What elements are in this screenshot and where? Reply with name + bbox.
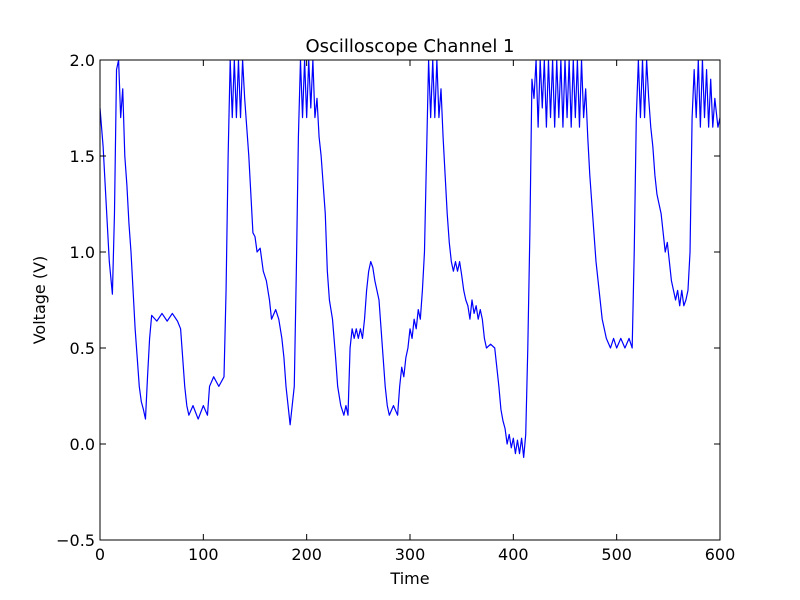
x-tick-label: 300 xyxy=(395,545,426,564)
y-axis: −0.5 0.0 0.5 1.0 1.5 2.0 xyxy=(56,51,720,550)
series-layer xyxy=(100,60,720,459)
x-tick-label: 400 xyxy=(498,545,529,564)
x-tick-label: 600 xyxy=(705,545,736,564)
y-tick-label: 1.5 xyxy=(70,147,95,166)
plot-frame xyxy=(99,59,721,541)
x-tick-label: 500 xyxy=(601,545,632,564)
y-tick-label: 0.0 xyxy=(70,435,95,454)
series-line-0 xyxy=(100,60,720,459)
x-axis: 0 100 200 300 400 500 600 xyxy=(95,60,735,564)
x-tick-label: 200 xyxy=(291,545,322,564)
y-tick-label: 0.5 xyxy=(70,339,95,358)
x-axis-label: Time xyxy=(389,569,429,588)
x-tick-label: 0 xyxy=(95,545,105,564)
y-axis-label: Voltage (V) xyxy=(30,256,49,345)
x-tick-label: 100 xyxy=(188,545,219,564)
y-tick-label: −0.5 xyxy=(56,531,95,550)
y-tick-label: 2.0 xyxy=(70,51,95,70)
chart-title: Oscilloscope Channel 1 xyxy=(305,36,514,57)
y-tick-label: 1.0 xyxy=(70,243,95,262)
